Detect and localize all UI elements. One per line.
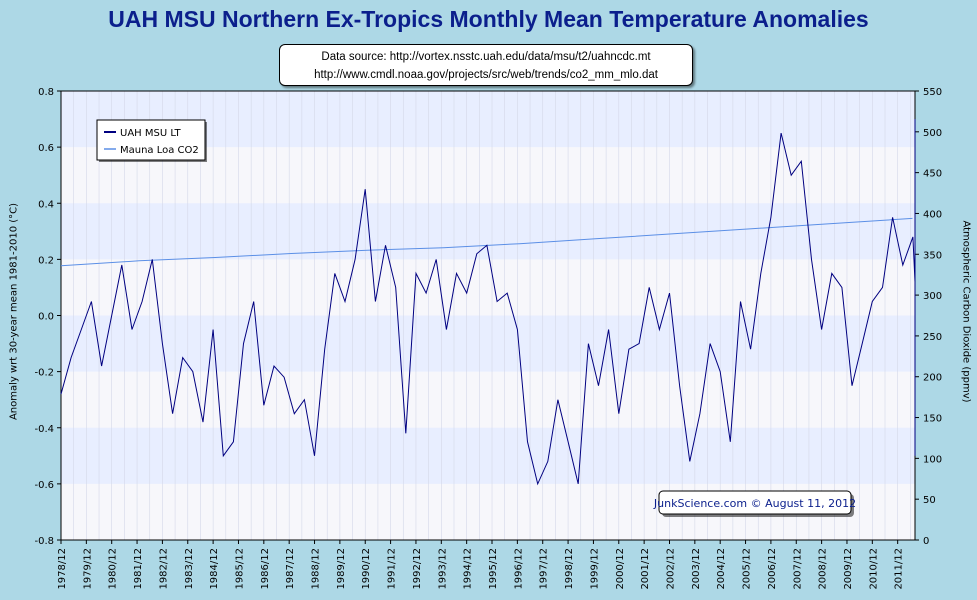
x-tick-label: 2007/12: [792, 548, 803, 590]
x-tick-label: 1994/12: [463, 548, 474, 590]
x-tick-label: 1991/12: [387, 548, 398, 590]
y-tick-left-label: 0.6: [38, 143, 54, 154]
legend-label-temp: UAH MSU LT: [120, 128, 182, 139]
y-tick-left-label: 0.0: [38, 312, 54, 323]
y-tick-right-label: 250: [923, 332, 942, 343]
x-tick-label: 1986/12: [260, 548, 271, 590]
x-tick-label: 1987/12: [285, 548, 296, 590]
y-tick-right-label: 400: [923, 209, 942, 220]
x-tick-label: 1996/12: [513, 548, 524, 590]
band: [61, 315, 915, 372]
plot-frame: [60, 90, 916, 541]
y-tick-right-label: 450: [923, 169, 942, 180]
legend-label-co2: Mauna Loa CO2: [120, 145, 199, 156]
x-tick-label: 1978/12: [57, 548, 68, 590]
y-tick-left-label: 0.8: [38, 87, 54, 98]
credit-shadow: [662, 494, 854, 517]
source-line-1: Data source: http://vortex.nsstc.uah.edu…: [321, 51, 651, 63]
band: [61, 427, 915, 484]
y-tick-right-label: 300: [923, 291, 942, 302]
x-tick-label: 1981/12: [133, 548, 144, 590]
x-tick-label: 2008/12: [818, 548, 829, 590]
x-tick-label: 1988/12: [311, 548, 322, 590]
y-tick-left-label: -0.2: [34, 368, 54, 379]
x-tick-label: 2002/12: [665, 548, 676, 590]
x-tick-label: 1980/12: [108, 548, 119, 590]
y-tick-right-label: 0: [923, 536, 929, 547]
credit-box-bg: [658, 490, 852, 515]
x-tick-label: 1989/12: [336, 548, 347, 590]
y-tick-left-label: 0.2: [38, 255, 54, 266]
chart-title: UAH MSU Northern Ex-Tropics Monthly Mean…: [108, 6, 869, 32]
x-tick-label: 1997/12: [539, 548, 550, 590]
y-tick-right-label: 200: [923, 373, 942, 384]
x-tick-label: 1992/12: [412, 548, 423, 590]
y-tick-left-label: -0.8: [34, 536, 54, 547]
credit-text: JunkScience.com © August 11, 2012: [653, 497, 856, 510]
y-tick-right-label: 50: [923, 495, 936, 506]
x-tick-label: 1990/12: [361, 548, 372, 590]
band: [61, 91, 915, 148]
band: [61, 203, 915, 260]
x-tick-label: 2004/12: [716, 548, 727, 590]
series-line-co2: [60, 217, 913, 267]
x-tick-label: 2006/12: [767, 548, 778, 590]
legend-shadow: [99, 122, 207, 162]
x-axis: 1978/12 1979/12 1980/12 1981/12 1982/12 1983/…: [57, 540, 905, 590]
x-tick-label: 1999/12: [589, 548, 600, 590]
y-tick-right-label: 350: [923, 250, 942, 261]
x-tick-label: 2003/12: [691, 548, 702, 590]
y-tick-right-label: 550: [923, 87, 942, 98]
x-tick-label: 1982/12: [158, 548, 169, 590]
vertical-gridlines: [60, 91, 911, 540]
y-axis-left: 0.8 0.6 0.4 0.2 0.0 -0.2 -0.4 -0.6 -0.8: [34, 87, 61, 547]
x-tick-label: 1998/12: [564, 548, 575, 590]
y-axis-left-label: Anomaly wrt 30-year mean 1981-2010 (°C): [8, 202, 20, 421]
y-tick-left-label: -0.4: [34, 424, 54, 435]
x-tick-label: 2005/12: [742, 548, 753, 590]
source-line-2: http://www.cmdl.noaa.gov/projects/src/we…: [314, 69, 658, 81]
plot-background: [61, 91, 915, 540]
x-tick-label: 2000/12: [615, 548, 626, 590]
y-tick-right-label: 500: [923, 128, 942, 139]
legend: UAH MSU LT Mauna Loa CO2: [96, 119, 207, 162]
credit-box: JunkScience.com © August 11, 2012: [653, 490, 856, 517]
y-axis-right-label: Atmospheric Carbon Dioxide (ppmv): [960, 220, 972, 403]
series-line-temp: [60, 119, 916, 486]
x-tick-label: 1993/12: [437, 548, 448, 590]
x-tick-label: 1983/12: [184, 548, 195, 590]
x-tick-label: 1984/12: [209, 548, 220, 590]
x-tick-label: 2010/12: [868, 548, 879, 590]
x-tick-label: 1979/12: [82, 548, 93, 590]
background-bands: [61, 91, 915, 540]
x-tick-label: 2001/12: [640, 548, 651, 590]
x-tick-label: 2011/12: [894, 548, 905, 590]
data-source-box: Data source: http://vortex.nsstc.uah.edu…: [279, 44, 693, 86]
legend-box: [96, 119, 206, 161]
y-tick-right-label: 150: [923, 414, 942, 425]
x-tick-label: 2009/12: [843, 548, 854, 590]
x-tick-label: 1995/12: [488, 548, 499, 590]
y-tick-left-label: 0.4: [38, 199, 54, 210]
y-tick-right-label: 100: [923, 454, 942, 465]
x-tick-label: 1985/12: [234, 548, 245, 590]
y-tick-left-label: -0.6: [34, 480, 54, 491]
